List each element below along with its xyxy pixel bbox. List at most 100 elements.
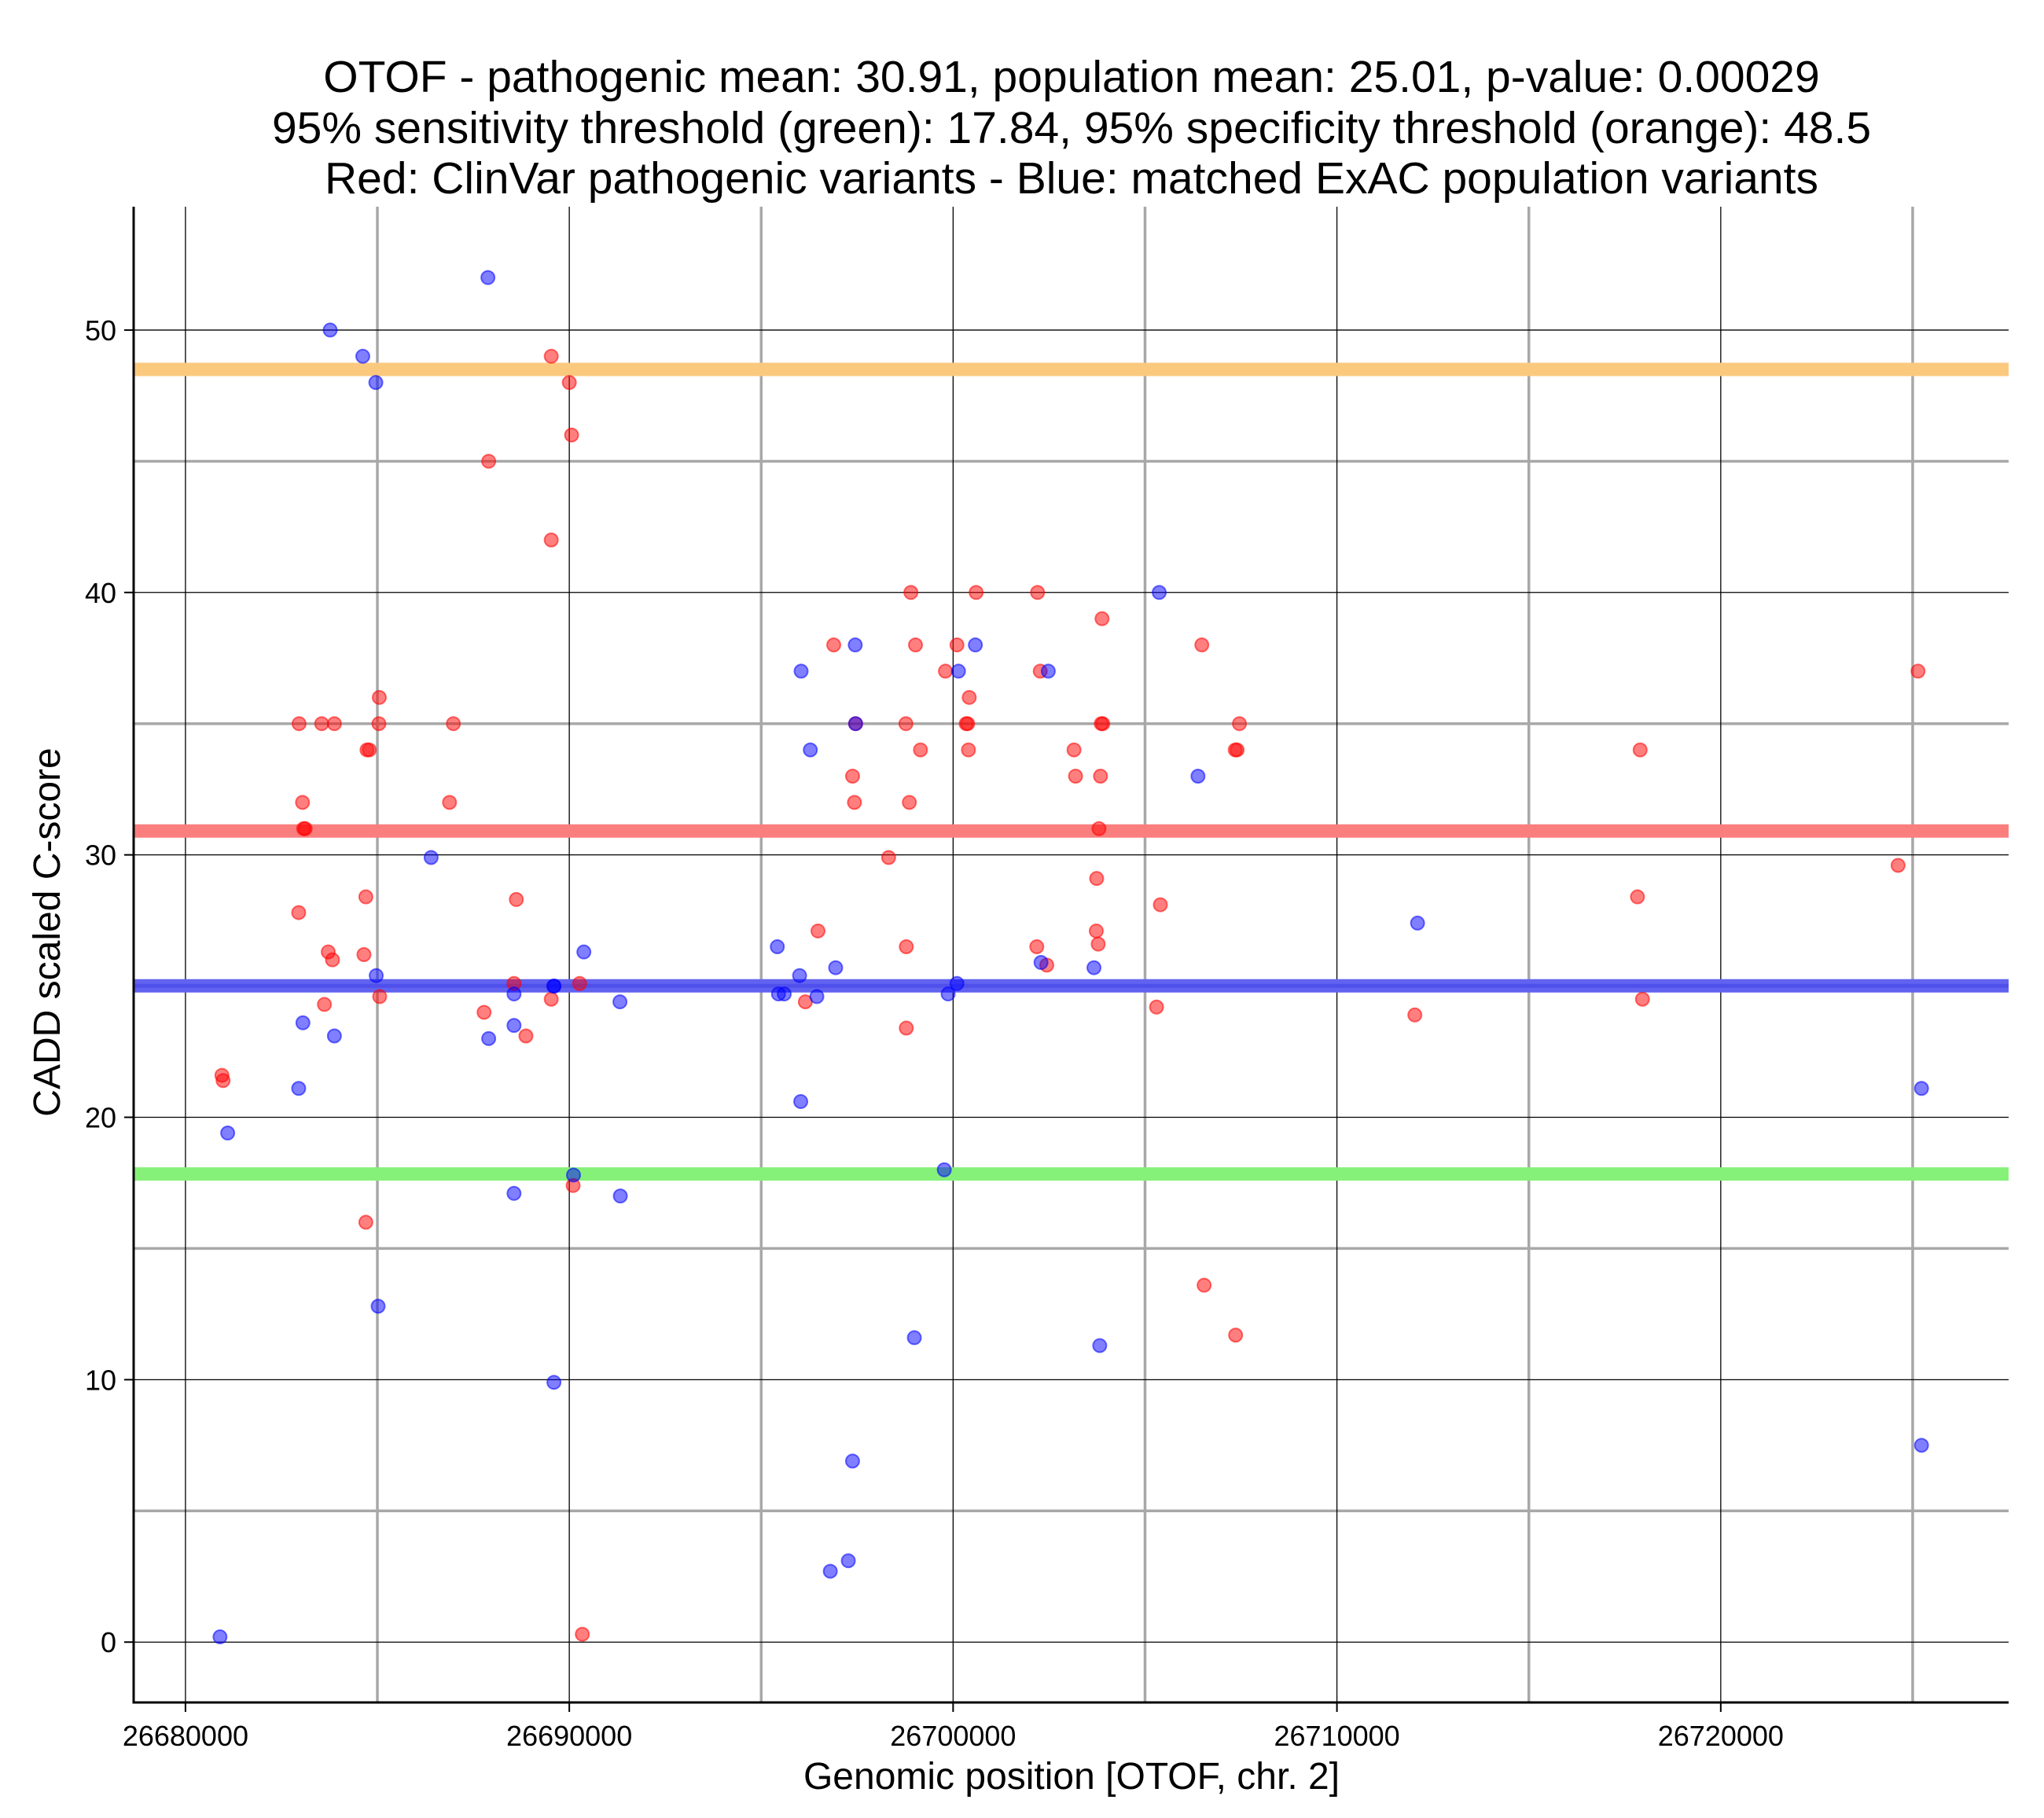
population-point [326, 1028, 342, 1044]
population-point [291, 1081, 307, 1096]
population-point [936, 1162, 952, 1177]
threshold-lines [134, 362, 2009, 1181]
pathogenic-point [561, 375, 577, 391]
y-tick-label: 0 [101, 1626, 116, 1658]
pathogenic-point [1632, 742, 1648, 758]
population-point [546, 979, 562, 994]
pathogenic-point [314, 716, 329, 732]
population-point [481, 1030, 497, 1046]
pathogenic-point [317, 997, 333, 1012]
title-line-3: Red: ClinVar pathogenic variants - Blue:… [325, 153, 1818, 204]
population-point [506, 1185, 522, 1201]
pathogenic-point [297, 821, 313, 836]
population-point [828, 960, 844, 975]
population-point [480, 270, 496, 285]
population-point [368, 375, 384, 391]
population-point [1152, 585, 1167, 600]
pathogenic-point [509, 891, 524, 907]
population-point [1913, 1081, 1929, 1096]
pathogenic-point [1149, 999, 1164, 1015]
pathogenic-point [811, 923, 826, 938]
population-point [612, 1188, 628, 1204]
pathogenic-point [543, 991, 559, 1007]
population-point [1410, 915, 1425, 931]
pathogenic-point [372, 989, 388, 1004]
x-tick-label: 26720000 [1658, 1720, 1784, 1752]
pathogenic-point [880, 850, 896, 865]
population-point [355, 348, 370, 364]
title-line-2: 95% sensitivity threshold (green): 17.84… [272, 103, 1871, 153]
pathogenic-point [518, 1028, 534, 1044]
population-point [844, 1453, 860, 1469]
population-point [295, 1015, 311, 1030]
pathogenic-point [215, 1073, 231, 1089]
pathogenic-point [1890, 858, 1906, 873]
pathogenic-point [1910, 663, 1926, 679]
population-point [840, 1553, 856, 1569]
x-tick-label: 26680000 [123, 1720, 248, 1752]
pathogenic-point [847, 795, 862, 810]
pathogenic-point [1407, 1007, 1423, 1023]
pathogenic-point [913, 742, 928, 758]
pathogenic-point [325, 952, 340, 968]
pathogenic-point [1232, 716, 1248, 732]
pathogenic-point [371, 716, 387, 732]
y-tick-label: 10 [85, 1364, 116, 1396]
pathogenic-point [481, 454, 497, 469]
grid-major-lines [134, 207, 2009, 1702]
population-point [612, 994, 628, 1010]
pathogenic-point [960, 716, 976, 732]
pathogenic-point [961, 689, 977, 705]
pathogenic-point [575, 1626, 590, 1642]
population-point [370, 1298, 386, 1314]
x-axis-title: Genomic position [OTOF, chr. 2] [803, 1756, 1340, 1798]
pathogenic-point [1066, 742, 1082, 758]
pathogenic-point [949, 637, 965, 653]
y-tick-labels: 0 10 20 30 40 50 [85, 314, 116, 1658]
population-point [220, 1126, 236, 1141]
population-point [809, 989, 825, 1004]
population-point [1913, 1438, 1929, 1453]
x-tick-label: 26710000 [1274, 1720, 1400, 1752]
pathogenic-point [326, 716, 342, 732]
population-point [793, 1093, 809, 1109]
pathogenic-point [1093, 768, 1108, 784]
population-point [940, 986, 956, 1002]
population-point [777, 986, 792, 1002]
pathogenic-point [1230, 742, 1245, 758]
population-point [1190, 768, 1206, 784]
pathogenic-point [1068, 768, 1083, 784]
population-point [822, 1563, 838, 1579]
population-point [793, 663, 809, 679]
pathogenic-point [898, 716, 914, 732]
population-point [950, 663, 966, 679]
pathogenic-point [572, 975, 587, 991]
population-point [1033, 955, 1049, 971]
population-point [1040, 663, 1056, 679]
pathogenic-point [1153, 897, 1168, 913]
pathogenic-point [543, 348, 559, 364]
population-point [770, 938, 785, 954]
population-point [847, 716, 863, 732]
population-point [906, 1330, 922, 1346]
pathogenic-point [358, 1214, 373, 1230]
pathogenic-point [1088, 923, 1104, 938]
pathogenic-point [1630, 889, 1645, 905]
population-point [949, 975, 965, 991]
pathogenic-point [1091, 821, 1107, 836]
pathogenic-point [358, 889, 373, 905]
title-line-1: OTOF - pathogenic mean: 30.91, populatio… [323, 52, 1819, 102]
pathogenic-point [902, 795, 917, 810]
y-axis-title: CADD scaled C-score [27, 747, 68, 1116]
pathogenic-point [291, 905, 307, 920]
pathogenic-point [291, 716, 307, 732]
population-point [506, 1018, 522, 1034]
pathogenic-point [899, 938, 914, 954]
x-tick-labels: 26680000 26690000 26700000 26710000 26720000 [123, 1720, 1784, 1752]
population-point [369, 968, 384, 983]
x-tick-label: 26690000 [506, 1720, 632, 1752]
pathogenic-point [356, 947, 372, 962]
population-point [506, 986, 522, 1002]
